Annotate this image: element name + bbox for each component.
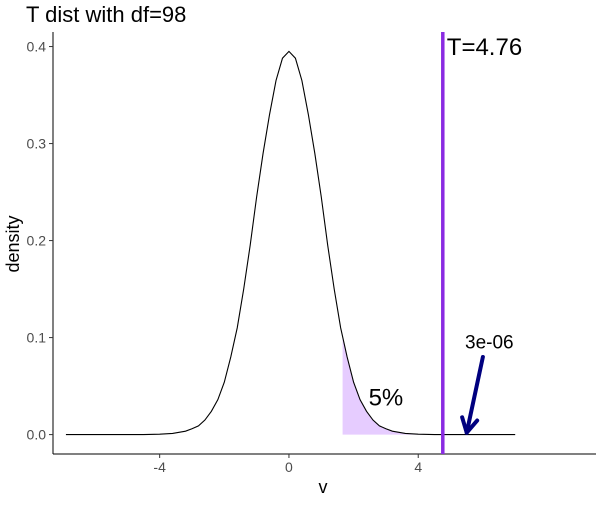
x-tick-label: -4: [153, 459, 166, 475]
y-tick-label: 0.2: [27, 233, 47, 249]
statistic-label: T=4.76: [447, 34, 522, 61]
y-tick-label: 0.3: [27, 136, 47, 152]
y-axis-title: density: [3, 215, 23, 272]
plot-area: 0.0 0.1 0.2 0.3 0.4 -4 0 4 T=4.76 5% 3e-06: [27, 32, 596, 475]
arrow-head: [460, 415, 480, 435]
y-tick-label: 0.1: [27, 330, 47, 346]
x-axis-title: v: [319, 477, 328, 497]
y-tick-label: 0.0: [27, 427, 47, 443]
arrow-shaft: [464, 354, 485, 435]
chart-title: T dist with df=98: [26, 2, 186, 27]
x-tick-label: 0: [285, 459, 293, 475]
p-value-label: 3e-06: [465, 332, 514, 353]
tail-percent-label: 5%: [369, 385, 404, 412]
y-tick-label: 0.4: [27, 39, 47, 55]
density-curve: [65, 50, 516, 436]
x-tick-label: 4: [414, 459, 422, 475]
